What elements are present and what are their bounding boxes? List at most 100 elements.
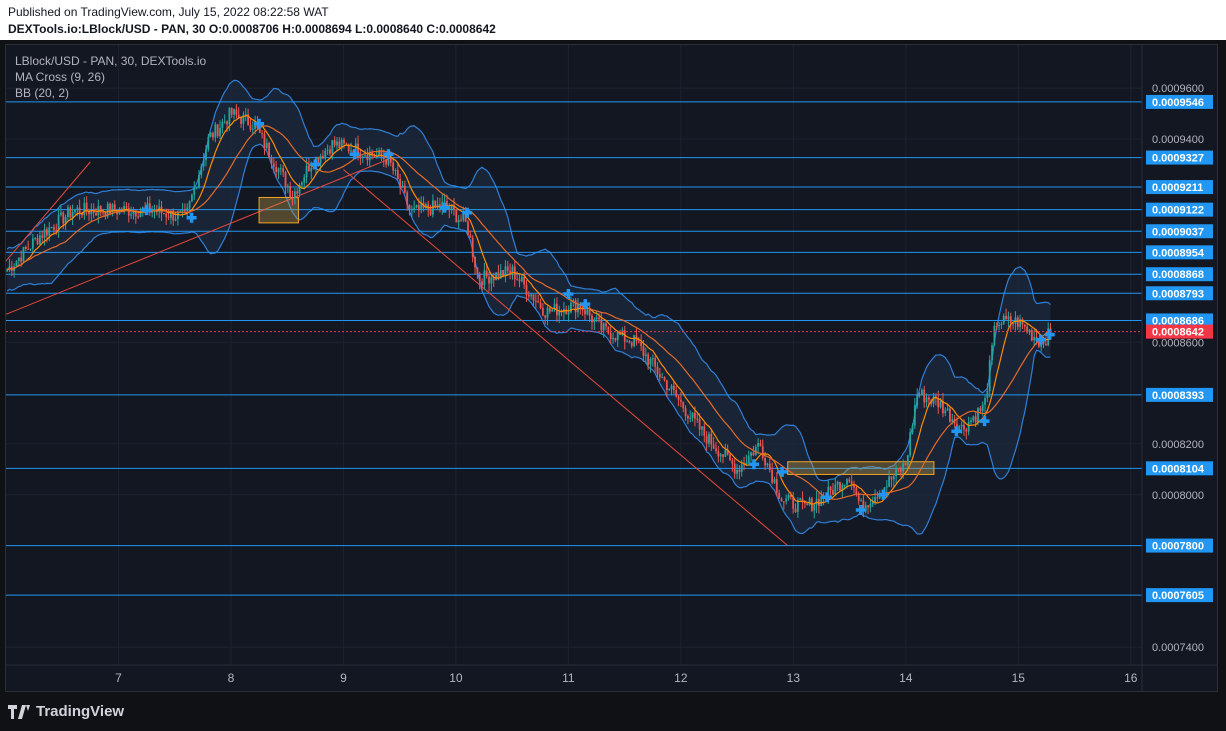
ma-cross-marker[interactable]	[1035, 334, 1046, 345]
candle-body[interactable]	[258, 127, 261, 133]
price-level-label-box[interactable]	[1146, 538, 1213, 553]
candle-body[interactable]	[717, 451, 720, 457]
candle-body[interactable]	[123, 206, 125, 212]
candle-body[interactable]	[586, 309, 589, 315]
candle-body[interactable]	[62, 212, 65, 224]
candle-body[interactable]	[106, 203, 109, 217]
candle-body[interactable]	[591, 315, 593, 323]
candle-body[interactable]	[151, 211, 154, 213]
candle-body[interactable]	[984, 398, 986, 405]
candle-body[interactable]	[651, 358, 654, 360]
candle-body[interactable]	[347, 145, 350, 152]
candle-body[interactable]	[960, 424, 963, 427]
candle-body[interactable]	[899, 469, 902, 472]
candle-body[interactable]	[841, 484, 844, 491]
candle-body[interactable]	[497, 272, 500, 279]
candle-body[interactable]	[874, 497, 876, 503]
candle-body[interactable]	[446, 200, 448, 208]
candle-body[interactable]	[132, 210, 135, 215]
candle-body[interactable]	[284, 172, 287, 188]
candle-body[interactable]	[457, 219, 460, 223]
candle-body[interactable]	[836, 482, 839, 485]
candle-body[interactable]	[436, 204, 439, 207]
candle-body[interactable]	[757, 443, 759, 447]
candle-body[interactable]	[628, 341, 631, 343]
ma-cross-marker[interactable]	[878, 489, 889, 500]
tradingview-footer[interactable]: TradingView	[8, 703, 124, 720]
candle-body[interactable]	[766, 463, 769, 466]
candle-body[interactable]	[453, 205, 455, 211]
candle-body[interactable]	[219, 128, 221, 137]
candle-body[interactable]	[277, 168, 280, 173]
candle-body[interactable]	[876, 497, 879, 499]
candle-body[interactable]	[701, 426, 703, 430]
candle-body[interactable]	[345, 143, 348, 146]
candle-body[interactable]	[230, 107, 233, 115]
candle-body[interactable]	[665, 380, 668, 391]
highlight-zone[interactable]	[787, 461, 935, 475]
candle-body[interactable]	[1037, 340, 1040, 347]
candle-body[interactable]	[925, 397, 928, 403]
candle-body[interactable]	[806, 503, 809, 505]
candle-body[interactable]	[240, 117, 242, 124]
candle-body[interactable]	[869, 504, 872, 508]
legend-ma-cross[interactable]: MA Cross (9, 26)	[15, 70, 106, 84]
price-level-label-box[interactable]	[1146, 588, 1213, 603]
candle-body[interactable]	[359, 156, 362, 158]
candle-body[interactable]	[696, 418, 699, 420]
candle-body[interactable]	[719, 454, 722, 457]
candle-body[interactable]	[209, 132, 212, 137]
candle-body[interactable]	[308, 165, 310, 172]
candle-body[interactable]	[832, 490, 834, 495]
candle-body[interactable]	[705, 435, 708, 444]
candle-body[interactable]	[813, 504, 816, 511]
candle-body[interactable]	[476, 267, 479, 274]
candle-body[interactable]	[970, 420, 972, 423]
candle-body[interactable]	[338, 141, 341, 149]
ma-cross-marker[interactable]	[349, 149, 360, 160]
candle-body[interactable]	[703, 426, 706, 436]
price-level-label-box[interactable]	[1146, 313, 1213, 328]
candle-body[interactable]	[478, 273, 481, 282]
candle-body[interactable]	[474, 256, 476, 268]
candle-body[interactable]	[906, 455, 909, 466]
candle-body[interactable]	[139, 211, 142, 218]
candle-body[interactable]	[972, 416, 975, 421]
candle-body[interactable]	[848, 479, 851, 482]
candle-body[interactable]	[490, 277, 493, 284]
candle-body[interactable]	[546, 307, 549, 318]
candle-body[interactable]	[55, 229, 58, 231]
candle-body[interactable]	[698, 419, 701, 430]
candle-body[interactable]	[244, 114, 247, 116]
candle-body[interactable]	[148, 203, 151, 213]
candle-body[interactable]	[368, 152, 371, 161]
candle-body[interactable]	[193, 187, 196, 195]
candle-body[interactable]	[223, 121, 226, 123]
candle-body[interactable]	[1030, 330, 1033, 341]
candle-body[interactable]	[371, 152, 373, 156]
candle-body[interactable]	[261, 132, 264, 134]
candle-body[interactable]	[616, 332, 619, 341]
candle-body[interactable]	[743, 464, 745, 466]
candle-body[interactable]	[799, 498, 802, 500]
candle-body[interactable]	[200, 166, 203, 175]
candle-body[interactable]	[722, 454, 724, 457]
candle-body[interactable]	[221, 122, 224, 129]
candle-body[interactable]	[441, 201, 444, 208]
candle-body[interactable]	[647, 354, 650, 365]
candle-body[interactable]	[392, 162, 395, 171]
candle-body[interactable]	[661, 377, 664, 379]
candle-body[interactable]	[90, 209, 93, 215]
candle-body[interactable]	[551, 309, 554, 312]
trendline[interactable]	[5, 158, 389, 315]
candle-body[interactable]	[663, 377, 666, 381]
candle-body[interactable]	[630, 342, 633, 346]
candle-body[interactable]	[460, 219, 462, 221]
price-level-label-box[interactable]	[1146, 286, 1213, 301]
candle-body[interactable]	[373, 155, 376, 158]
candle-body[interactable]	[691, 412, 694, 418]
candle-body[interactable]	[672, 385, 675, 391]
candle-body[interactable]	[904, 463, 907, 466]
candle-body[interactable]	[829, 486, 832, 491]
ma-cross-marker[interactable]	[855, 505, 866, 515]
